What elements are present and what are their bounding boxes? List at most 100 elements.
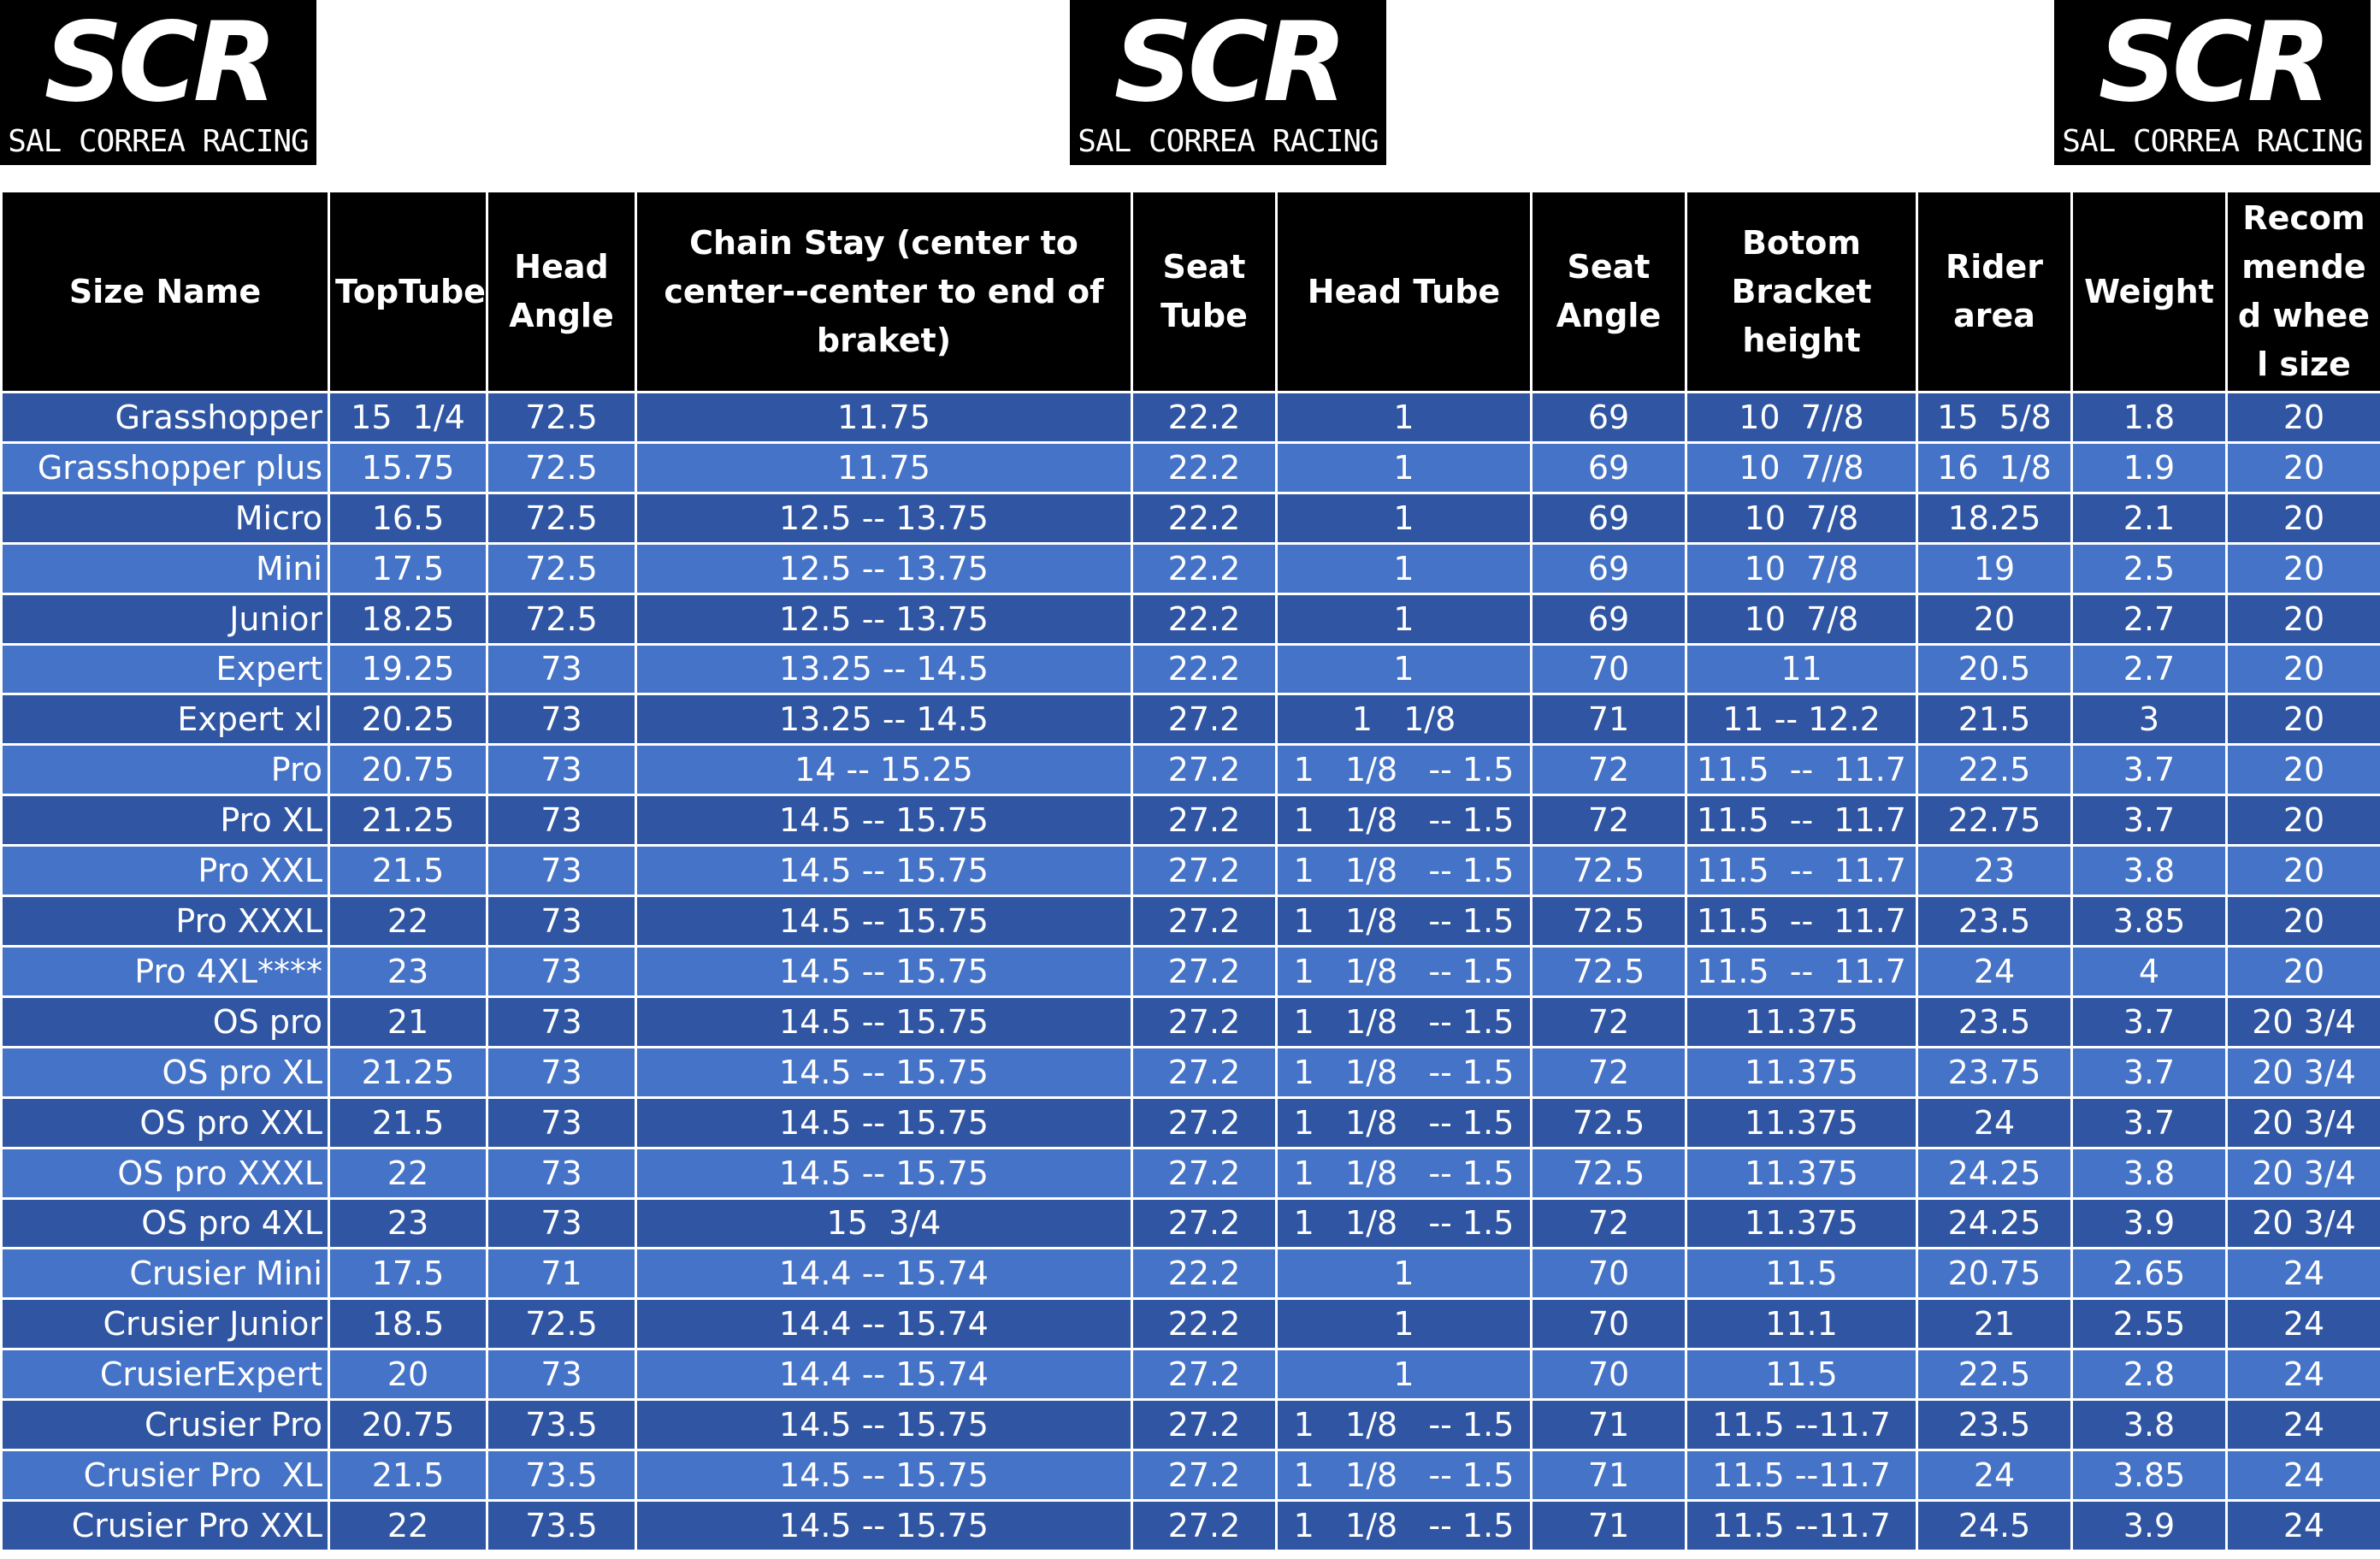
table-cell: 1 1/8 -- 1.5 [1275, 1398, 1533, 1452]
table-cell: 10 7//8 [1685, 440, 1918, 494]
table-row: OS pro 21 73 14.5 -- 15.75 27.2 1 1/8 -- 1.5 7… [0, 995, 2380, 1048]
table-cell: 20 [2225, 693, 2380, 747]
size-name-cell: OS pro 4XL [0, 1196, 330, 1250]
table-cell: 24 [2225, 1247, 2380, 1301]
table-row: Pro 4XL**** 23 73 14.5 -- 15.75 27.2 1 1/8 --… [0, 944, 2380, 998]
table-cell: 11.375 [1685, 1045, 1918, 1099]
table-cell: 20.75 [328, 1398, 488, 1452]
table-cell: 13.25 -- 14.5 [635, 693, 1133, 747]
table-cell: 3.8 [2070, 844, 2228, 898]
table-cell: 69 [1530, 391, 1687, 444]
logo: SCR SAL CORREA RACING [1070, 0, 1386, 165]
table-cell: 20 [1916, 592, 2073, 646]
table-cell: 20 3/4 [2225, 1095, 2380, 1149]
header-cell: Recommended wheel size [2225, 190, 2380, 393]
table-cell: 24 [2225, 1297, 2380, 1351]
table-cell: 15 1/4 [328, 391, 488, 444]
table-row: Grasshopper 15 1/4 72.5 11.75 22.2 1 69 10 7//8… [0, 391, 2380, 444]
table-cell: 3.7 [2070, 1095, 2228, 1149]
table-cell: 72 [1530, 1196, 1687, 1250]
table-cell: 24 [2225, 1398, 2380, 1452]
header-cell: Weight [2070, 190, 2228, 393]
table-cell: 1 1/8 -- 1.5 [1275, 895, 1533, 948]
size-name-cell: OS pro XXXL [0, 1146, 330, 1200]
size-name-cell: Micro [0, 491, 330, 545]
table-row: Crusier Pro XL 21.5 73.5 14.5 -- 15.75 27.2 1… [0, 1449, 2380, 1502]
table-row: Crusier Junior 18.5 72.5 14.4 -- 15.74 22.2 1… [0, 1297, 2380, 1351]
table-cell: 18.25 [328, 592, 488, 646]
table-cell: 72.5 [1530, 844, 1687, 898]
table-row: CrusierExpert 20 73 14.4 -- 15.74 27.2 1 70 11.… [0, 1348, 2380, 1402]
table-cell: 11.5 --11.7 [1685, 1398, 1918, 1452]
table-cell: 20 [2225, 541, 2380, 595]
table-body: Grasshopper 15 1/4 72.5 11.75 22.2 1 69 10 7//8… [0, 391, 2380, 1553]
table-cell: 1 1/8 -- 1.5 [1275, 1196, 1533, 1250]
table-row: Crusier Pro 20.75 73.5 14.5 -- 15.75 27.2 1 1… [0, 1398, 2380, 1452]
table-cell: 1 [1275, 391, 1533, 444]
table-cell: 27.2 [1131, 1498, 1278, 1553]
table-cell: 72.5 [1530, 1146, 1687, 1200]
table-row: Pro 20.75 73 14 -- 15.25 27.2 1 1/8 -- 1.5 72 1… [0, 743, 2380, 797]
table-cell: 73 [486, 895, 637, 948]
table-cell: 23 [1916, 844, 2073, 898]
table-cell: 20 [2225, 844, 2380, 898]
logo-mark: SCR [44, 0, 278, 127]
table-cell: 2.7 [2070, 592, 2228, 646]
table-cell: 2.7 [2070, 642, 2228, 696]
table-row: OS pro XXXL 22 73 14.5 -- 15.75 27.2 1 1/8 --… [0, 1146, 2380, 1200]
table-cell: 73.5 [486, 1498, 637, 1553]
header-cell: Size Name [0, 190, 330, 393]
table-cell: 20 3/4 [2225, 995, 2380, 1048]
table-cell: 14.5 -- 15.75 [635, 844, 1133, 898]
table-cell: 72.5 [486, 440, 637, 494]
table-cell: 11.75 [635, 440, 1133, 494]
table-cell: 16 1/8 [1916, 440, 2073, 494]
table-cell: 10 7/8 [1685, 592, 1918, 646]
table-cell: 19 [1916, 541, 2073, 595]
table-cell: 1 1/8 -- 1.5 [1275, 794, 1533, 847]
table-cell: 1 1/8 -- 1.5 [1275, 1449, 1533, 1502]
table-cell: 1 [1275, 592, 1533, 646]
table-cell: 20 3/4 [2225, 1045, 2380, 1099]
table-row: Pro XXL 21.5 73 14.5 -- 15.75 27.2 1 1/8 -- 1… [0, 844, 2380, 898]
table-cell: 72 [1530, 794, 1687, 847]
table-cell: 1.9 [2070, 440, 2228, 494]
table-cell: 16.5 [328, 491, 488, 545]
size-name-cell: OS pro [0, 995, 330, 1048]
table-cell: 22.75 [1916, 794, 2073, 847]
table-cell: 27.2 [1131, 1045, 1278, 1099]
table-row: Expert 19.25 73 13.25 -- 14.5 22.2 1 70 11 20.5 2… [0, 642, 2380, 696]
size-name-cell: Crusier Mini [0, 1247, 330, 1301]
table-cell: 15.75 [328, 440, 488, 494]
header-cell: Botom Bracket height [1685, 190, 1918, 393]
table-cell: 24 [1916, 1449, 2073, 1502]
table-row: Mini 17.5 72.5 12.5 -- 13.75 22.2 1 69 10 7/8 19… [0, 541, 2380, 595]
table-cell: 12.5 -- 13.75 [635, 541, 1133, 595]
header-cell: Head Tube [1275, 190, 1533, 393]
table-cell: 24 [1916, 944, 2073, 998]
table-cell: 10 7/8 [1685, 491, 1918, 545]
logo-name: SAL CORREA RACING [8, 124, 309, 159]
table-row: Expert xl 20.25 73 13.25 -- 14.5 27.2 1 1/8 71… [0, 693, 2380, 747]
table-cell: 20.75 [1916, 1247, 2073, 1301]
table-cell: 20 [2225, 642, 2380, 696]
table-cell: 23.5 [1916, 995, 2073, 1048]
table-cell: 27.2 [1131, 794, 1278, 847]
table-cell: 19.25 [328, 642, 488, 696]
table-cell: 21.25 [328, 1045, 488, 1099]
table-cell: 3.8 [2070, 1146, 2228, 1200]
size-name-cell: OS pro XL [0, 1045, 330, 1099]
size-name-cell: Mini [0, 541, 330, 595]
table-cell: 23 [328, 1196, 488, 1250]
table-cell: 23.75 [1916, 1045, 2073, 1099]
table-cell: 3.7 [2070, 1045, 2228, 1099]
header-cell: Rider area [1916, 190, 2073, 393]
table-cell: 27.2 [1131, 1398, 1278, 1452]
table-cell: 27.2 [1131, 693, 1278, 747]
table-cell: 73 [486, 1045, 637, 1099]
table-cell: 14 -- 15.25 [635, 743, 1133, 797]
table-cell: 72 [1530, 743, 1687, 797]
size-name-cell: Grasshopper plus [0, 440, 330, 494]
table-cell: 24 [1916, 1095, 2073, 1149]
